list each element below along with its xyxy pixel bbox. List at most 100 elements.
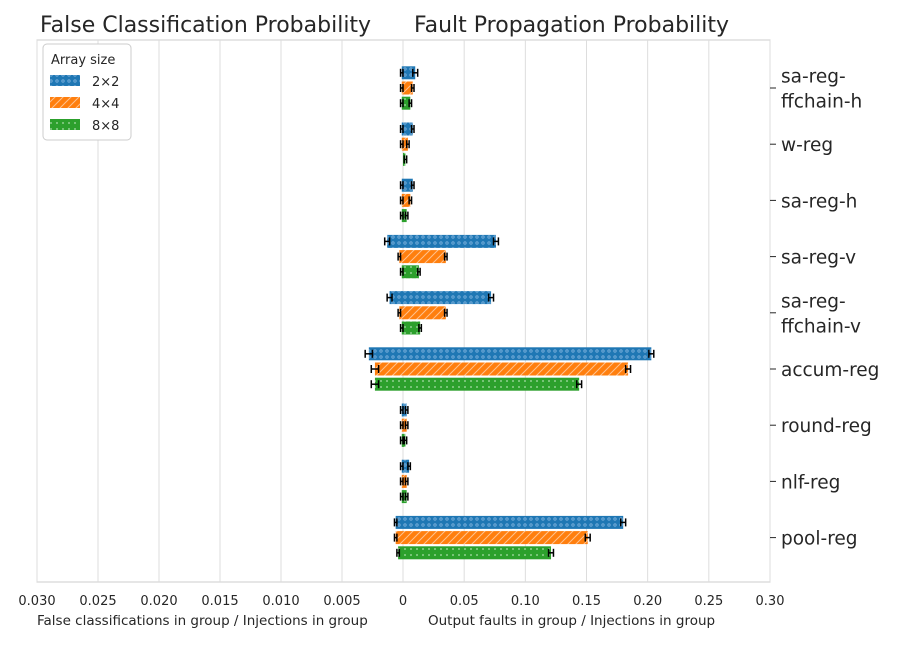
- errorbar-false-class-8x8: [399, 267, 404, 276]
- errorbar-false-class-2x2: [399, 125, 404, 133]
- errorbar-false-class-2x2: [399, 181, 404, 190]
- errorbar-fault-prop-4x4: [624, 365, 632, 373]
- errorbar-false-class-4x4: [399, 196, 404, 205]
- errorbar-false-class-8x8: [399, 324, 404, 332]
- y-tick-label: w-reg: [781, 135, 833, 156]
- errorbar-fault-prop-2x2: [410, 181, 415, 190]
- bar-fault-prop-2x2: [403, 347, 652, 361]
- bar-fault-prop-8x8: [403, 96, 411, 110]
- bar-fault-prop-2x2: [403, 515, 624, 529]
- errorbar-fault-prop-4x4: [410, 84, 415, 92]
- errorbar-fault-prop-8x8: [416, 267, 421, 276]
- x-tick-label-right: 0.25: [694, 594, 723, 609]
- errorbar-fault-prop-2x2: [410, 125, 415, 133]
- legend-label-2x2: 2×2: [92, 75, 119, 90]
- errorbar-false-class-4x4: [399, 140, 404, 149]
- errorbar-fault-prop-4x4: [584, 533, 591, 542]
- errorbar-false-class-4x4: [370, 365, 380, 373]
- bar-fault-prop-8x8: [403, 321, 421, 335]
- x-tick-label-zero: 0: [399, 594, 407, 609]
- errorbar-false-class-4x4: [399, 421, 404, 430]
- y-tick-label: ffchain-v: [781, 316, 861, 337]
- errorbar-fault-prop-4x4: [443, 252, 448, 261]
- x-tick-label-left: 0.005: [323, 594, 360, 609]
- bar-fault-prop-2x2: [403, 234, 496, 248]
- y-tick-label: accum-reg: [781, 360, 879, 381]
- y-tick-label: sa-reg-v: [781, 248, 856, 269]
- legend-swatch-2x2: [50, 75, 80, 86]
- bar-fault-prop-2x2: [403, 459, 410, 473]
- bar-false-class-2x2: [395, 515, 403, 529]
- bar-false-class-8x8: [398, 546, 403, 560]
- bar-fault-prop-4x4: [403, 250, 446, 264]
- y-tick-label: pool-reg: [781, 529, 858, 550]
- bar-fault-prop-8x8: [403, 546, 552, 560]
- errorbar-fault-prop-4x4: [404, 421, 409, 430]
- bar-false-class-4x4: [395, 531, 403, 545]
- bar-fault-prop-4x4: [403, 531, 588, 545]
- legend: Array size 2×2 4×4 8×8: [42, 43, 132, 141]
- errorbar-fault-prop-8x8: [403, 155, 408, 164]
- errorbar-fault-prop-8x8: [404, 211, 409, 220]
- errorbar-false-class-4x4: [397, 308, 402, 317]
- errorbar-fault-prop-2x2: [412, 68, 419, 77]
- left-x-axis-label: False classifications in group / Injecti…: [37, 613, 368, 629]
- bar-fault-prop-2x2: [403, 178, 413, 192]
- errorbar-fault-prop-2x2: [648, 349, 655, 358]
- errorbar-false-class-8x8: [370, 380, 380, 389]
- bar-false-class-2x2: [387, 234, 403, 248]
- errorbar-false-class-2x2: [383, 237, 391, 246]
- right-chart-title: Fault Propagation Probability: [414, 13, 729, 38]
- errorbar-fault-prop-4x4: [408, 196, 413, 205]
- errorbar-false-class-2x2: [399, 462, 404, 471]
- errorbar-false-class-8x8: [399, 99, 404, 108]
- y-tick-label: sa-reg-: [781, 67, 846, 88]
- bars-layer: [364, 66, 655, 560]
- legend-box: [42, 43, 132, 141]
- x-tick-label-left: 0.020: [140, 594, 177, 609]
- errorbar-fault-prop-4x4: [443, 308, 448, 317]
- y-tick-label: nlf-reg: [781, 472, 840, 493]
- x-tick-label-right: 0.10: [511, 594, 540, 609]
- y-tick-label: sa-reg-h: [781, 191, 857, 212]
- bar-fault-prop-4x4: [403, 306, 446, 320]
- errorbar-false-class-4x4: [399, 477, 404, 486]
- errorbar-fault-prop-2x2: [492, 237, 500, 246]
- errorbar-false-class-2x2: [364, 349, 374, 358]
- x-tick-label-left: 0.030: [18, 594, 55, 609]
- x-tick-label-left: 0.010: [262, 594, 299, 609]
- legend-label-8x8: 8×8: [92, 119, 119, 134]
- bar-fault-prop-8x8: [403, 377, 580, 391]
- x-tick-label-left: 0.015: [201, 594, 238, 609]
- errorbar-false-class-8x8: [399, 492, 404, 501]
- errorbar-fault-prop-4x4: [404, 477, 409, 486]
- legend-label-4x4: 4×4: [92, 97, 119, 112]
- errorbar-fault-prop-8x8: [408, 99, 413, 108]
- errorbar-fault-prop-2x2: [407, 462, 412, 471]
- errorbar-fault-prop-4x4: [405, 140, 410, 149]
- errorbar-fault-prop-8x8: [403, 436, 408, 445]
- errorbar-false-class-8x8: [396, 548, 401, 557]
- errorbar-false-class-2x2: [399, 406, 404, 414]
- errorbar-false-class-2x2: [386, 293, 393, 302]
- x-tick-label-right: 0.05: [450, 594, 479, 609]
- bar-fault-prop-8x8: [403, 265, 419, 279]
- errorbar-false-class-4x4: [397, 252, 402, 261]
- bar-false-class-8x8: [374, 377, 403, 391]
- errorbar-fault-prop-2x2: [487, 293, 495, 302]
- y-tick-label: round-reg: [781, 416, 872, 437]
- errorbar-false-class-2x2: [399, 68, 404, 77]
- x-tick-label-right: 0.20: [633, 594, 662, 609]
- errorbar-fault-prop-8x8: [575, 380, 583, 389]
- errorbar-fault-prop-2x2: [404, 406, 409, 414]
- bar-fault-prop-2x2: [403, 122, 413, 136]
- bar-fault-prop-4x4: [403, 193, 411, 207]
- errorbar-false-class-8x8: [399, 436, 404, 445]
- errorbar-false-class-2x2: [393, 518, 398, 527]
- bar-fault-prop-4x4: [403, 362, 629, 376]
- errorbar-fault-prop-8x8: [418, 324, 423, 332]
- group-labels: sa-reg-ffchain-h w-reg sa-reg-h sa-reg-v sa-…: [770, 67, 879, 550]
- errorbar-false-class-4x4: [399, 84, 404, 92]
- bar-false-class-4x4: [374, 362, 403, 376]
